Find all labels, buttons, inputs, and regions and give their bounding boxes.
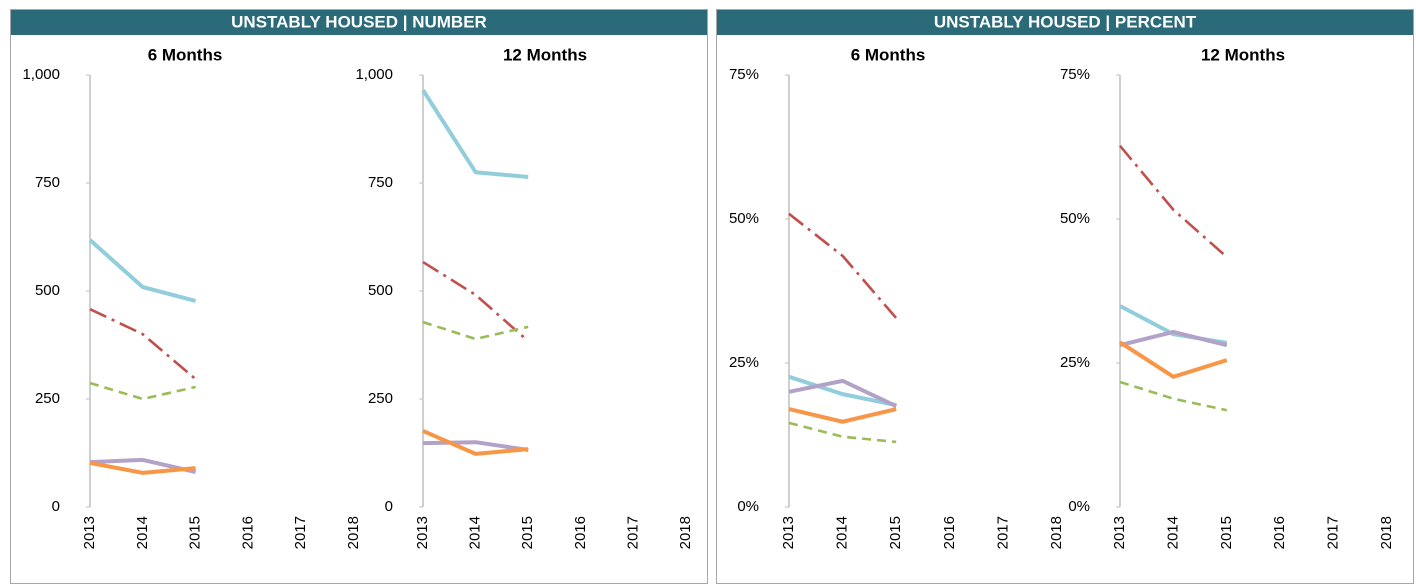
y-tick-label: 75% [1060,66,1090,83]
y-tick-label: 25% [1060,354,1090,371]
x-tick-label: 2013 [1111,516,1128,549]
series-line [422,260,530,343]
x-tick-label: 2018 [1378,516,1395,549]
series-line [422,320,529,341]
x-tick-label: 2015 [1218,516,1235,549]
y-tick-label: 500 [368,282,393,299]
x-tick-label: 2016 [239,516,256,549]
y-tick-label: 1,000 [22,66,60,83]
chart-title: 12 Months [503,45,587,64]
panel-title: UNSTABLY HOUSED | PERCENT [934,12,1197,31]
series-line [89,381,196,401]
series-line [422,440,529,452]
panel-border [10,9,708,584]
series-line [788,212,898,319]
series-line [89,460,196,475]
panel-title: UNSTABLY HOUSED | NUMBER [231,12,487,31]
chart-title: 6 Months [148,45,223,64]
x-tick-label: 2013 [780,516,797,549]
y-tick-label: 75% [729,66,759,83]
series-line [88,238,197,303]
x-tick-label: 2017 [292,516,309,549]
chart-title: 6 Months [851,45,926,64]
x-tick-label: 2018 [1048,516,1065,549]
x-tick-label: 2014 [467,516,484,549]
series-line [788,378,898,409]
x-tick-label: 2016 [941,516,958,549]
x-tick-label: 2013 [414,516,431,549]
panel-header [11,10,707,35]
x-tick-label: 2018 [345,516,362,549]
x-tick-label: 2017 [624,516,641,549]
series-line [788,421,897,444]
y-tick-label: 750 [368,174,393,191]
series-line [788,374,897,408]
y-tick-label: 0 [385,498,393,515]
x-tick-label: 2015 [887,516,904,549]
series-line [1119,380,1228,412]
y-tick-label: 50% [729,210,759,227]
y-tick-label: 0% [1068,498,1090,515]
y-tick-label: 0 [52,498,60,515]
x-tick-label: 2013 [81,516,98,549]
x-tick-label: 2014 [1164,516,1181,549]
x-tick-label: 2015 [519,516,536,549]
series-line [1119,329,1228,348]
series-line [1119,304,1228,345]
x-tick-label: 2015 [187,516,204,549]
x-tick-label: 2014 [834,516,851,549]
series-line [89,307,197,381]
chart-title: 12 Months [1201,45,1285,64]
x-tick-label: 2018 [677,516,694,549]
panel-header [717,10,1413,35]
x-tick-label: 2014 [134,516,151,549]
y-tick-label: 500 [35,282,60,299]
x-tick-label: 2017 [994,516,1011,549]
series-line [788,407,897,424]
x-tick-label: 2017 [1325,516,1342,549]
y-tick-label: 1,000 [355,66,393,83]
y-tick-label: 25% [729,354,759,371]
x-tick-label: 2016 [572,516,589,549]
panel-border [716,9,1414,584]
series-line [422,429,529,456]
y-tick-label: 0% [737,498,759,515]
series-line [1119,145,1228,258]
y-tick-label: 250 [368,390,393,407]
y-tick-label: 250 [35,390,60,407]
x-tick-label: 2016 [1271,516,1288,549]
y-tick-label: 750 [35,174,60,191]
series-line [421,89,529,179]
series-line [1118,340,1228,379]
y-tick-label: 50% [1060,210,1090,227]
